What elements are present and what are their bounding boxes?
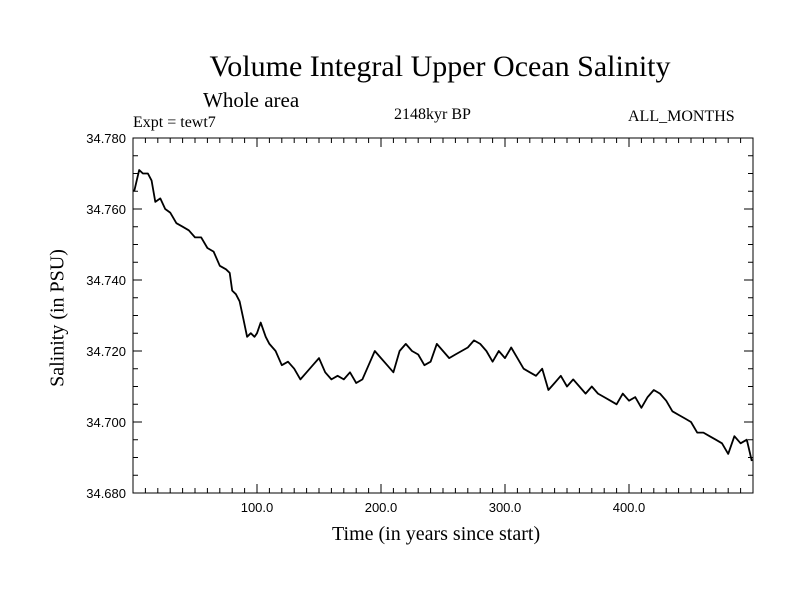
y-tick-label: 34.720 <box>86 344 126 359</box>
x-tick-label: 200.0 <box>365 500 398 515</box>
x-tick-label: 400.0 <box>613 500 646 515</box>
y-tick-label: 34.760 <box>86 202 126 217</box>
experiment-label: Expt = tewt7 <box>133 114 216 131</box>
chart-subtitle: Whole area <box>203 88 300 112</box>
plot-frame <box>132 137 754 494</box>
series-line-salinity <box>133 169 753 462</box>
y-tick-label: 34.680 <box>86 486 126 501</box>
chart-title: Volume Integral Upper Ocean Salinity <box>209 50 671 83</box>
x-tick-label: 100.0 <box>241 500 274 515</box>
x-axis-label: Time (in years since start) <box>332 523 541 545</box>
y-tick-label: 34.700 <box>86 415 126 430</box>
period-label: 2148kyr BP <box>394 106 471 123</box>
series-group <box>133 169 753 462</box>
y-axis-label: Salinity (in PSU) <box>46 249 69 387</box>
y-tick-label: 34.740 <box>86 273 126 288</box>
axis-ticks: 100.0 200.0 300.0 400.0 34.680 34.700 34.720 34… <box>86 131 753 515</box>
y-tick-label: 34.780 <box>86 131 126 146</box>
x-tick-label: 300.0 <box>489 500 522 515</box>
months-label: ALL_MONTHS <box>628 108 735 125</box>
